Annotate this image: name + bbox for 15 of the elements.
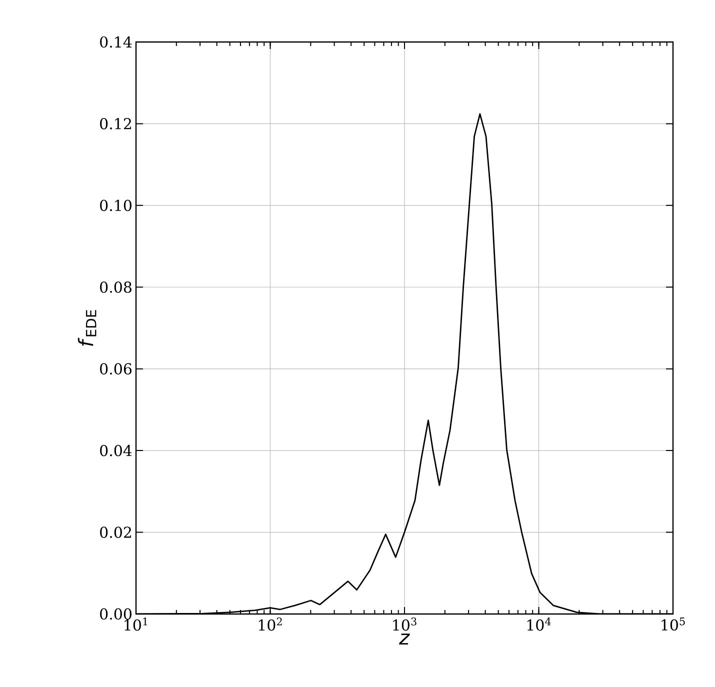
y-axis-title: f$_{EDE}$	[78, 310, 96, 346]
x-tick-label: 10$^{5}$	[662, 618, 685, 631]
x-tick-label: 10$^{2}$	[258, 618, 282, 631]
x-tick-label: 10$^{1}$	[124, 618, 148, 631]
x-axis-title: z	[399, 634, 410, 645]
x-tick-label: 10$^{4}$	[527, 618, 551, 631]
y-tick-label: 0.06	[100, 363, 132, 375]
y-tick-label: 0.00	[100, 608, 132, 620]
y-tick-label: 0.12	[100, 118, 131, 130]
x-tick-label: 10$^{3}$	[393, 618, 416, 631]
y-tick-label: 0.02	[100, 526, 131, 538]
y-tick-label: 0.08	[100, 281, 132, 293]
y-tick-label: 0.04	[100, 444, 132, 456]
y-tick-label: 0.14	[100, 36, 132, 48]
y-tick-label: 0.10	[100, 200, 132, 212]
